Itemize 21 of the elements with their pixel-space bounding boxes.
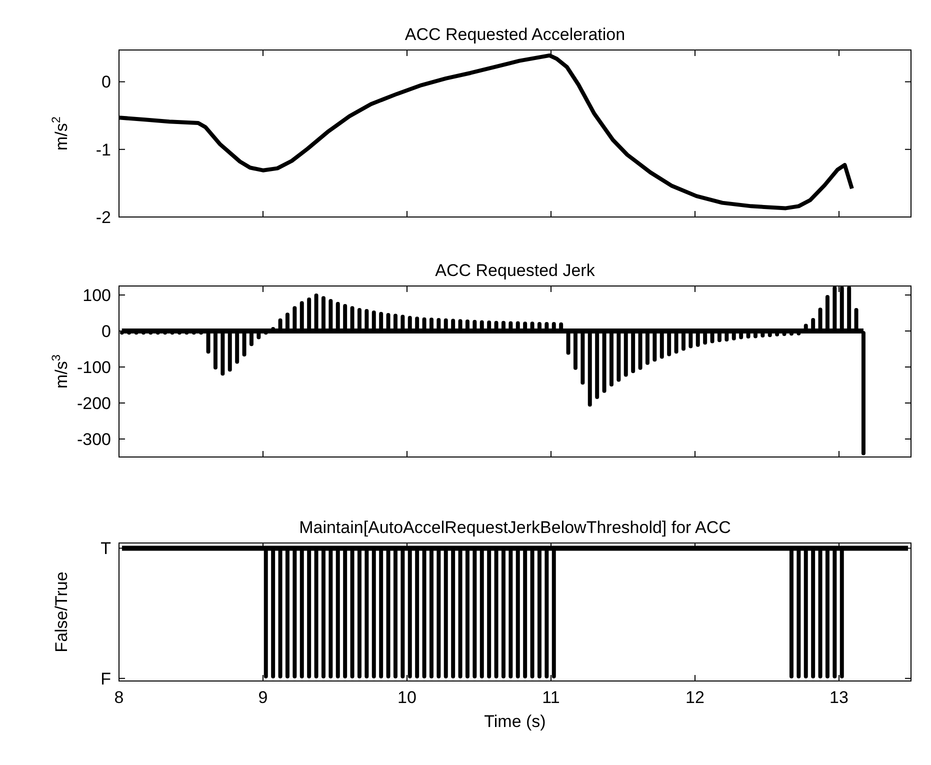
y-axis-title: False/True [52, 572, 71, 652]
y-tick-label: -100 [76, 358, 111, 377]
x-tick-label: 13 [830, 688, 848, 707]
y-tick-label: 0 [102, 72, 111, 92]
x-axis-title: Time (s) [484, 712, 546, 731]
x-tick-label: 9 [258, 688, 268, 707]
y-tick-label: 100 [82, 286, 111, 305]
x-tick-label: 8 [114, 688, 124, 707]
chart-title: Maintain[AutoAccelRequestJerkBelowThreshold] for ACC [299, 518, 731, 537]
chart-title: ACC Requested Acceleration [404, 25, 626, 44]
y-tick-label: -2 [96, 208, 111, 227]
y-tick-label: -200 [76, 394, 111, 413]
x-tick-label: 10 [398, 688, 416, 707]
y-tick-label: -1 [96, 140, 111, 160]
text: F [100, 669, 111, 688]
chart-title: ACC Requested Jerk [435, 261, 596, 280]
text: T [100, 539, 111, 558]
y-tick-label: 0 [102, 322, 111, 341]
x-tick-label: 11 [542, 688, 560, 707]
y-tick-label: -300 [76, 430, 111, 449]
x-tick-label: 12 [686, 688, 704, 707]
